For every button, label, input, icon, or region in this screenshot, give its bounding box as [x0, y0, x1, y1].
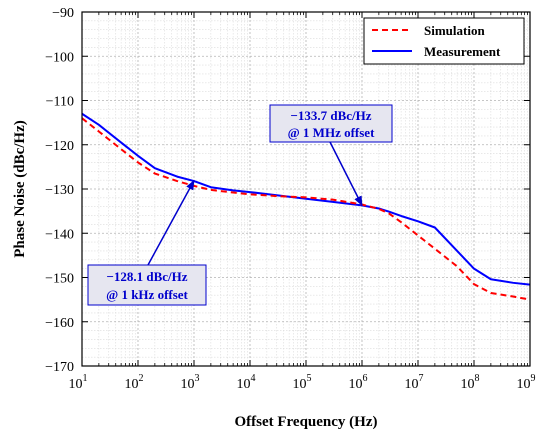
legend-label-simulation: Simulation [424, 23, 485, 38]
y-tick-label: −150 [45, 272, 74, 287]
x-tick-label: 105 [293, 373, 312, 392]
y-tick-label: −120 [45, 139, 74, 154]
x-tick-label: 107 [405, 373, 424, 392]
series-line-measurement [81, 112, 531, 286]
annotation-box-1khz [87, 264, 207, 306]
x-tick-label: 106 [349, 373, 368, 392]
annotation-arrow-1mhz [329, 141, 363, 207]
y-tick-label: −130 [45, 183, 74, 198]
annotation-1mhz: −133.7 dBc/Hz @ 1 MHz offset [269, 104, 393, 207]
legend-box [363, 17, 525, 65]
annotation-line2-1mhz: @ 1 MHz offset [288, 125, 375, 140]
y-tick-label: −160 [45, 316, 74, 331]
x-tick-label: 103 [181, 373, 200, 392]
series-layer [81, 112, 531, 301]
y-tick-label: −100 [45, 50, 74, 65]
y-tick-label: −110 [46, 95, 74, 110]
annotation-line2-1khz: @ 1 kHz offset [106, 287, 188, 302]
y-tick-labels: −90 −100 −110 −120 −130 −140 −150 −160 −170 [45, 6, 74, 375]
x-axis-label: Offset Frequency (Hz) [234, 414, 377, 430]
y-axis-label: Phase Noise (dBc/Hz) [12, 120, 28, 257]
legend: Simulation Measurement [363, 17, 525, 65]
legend-label-measurement: Measurement [424, 44, 501, 59]
annotation-line1-1mhz: −133.7 dBc/Hz [290, 108, 371, 123]
x-tick-label: 108 [461, 373, 480, 392]
y-tick-label: −170 [45, 360, 74, 375]
x-tick-label: 104 [237, 373, 256, 392]
annotation-1khz: −128.1 dBc/Hz @ 1 kHz offset [87, 179, 207, 306]
annotation-line1-1khz: −128.1 dBc/Hz [106, 269, 187, 284]
x-tick-label: 102 [125, 373, 144, 392]
x-tick-label: 109 [517, 373, 536, 392]
y-tick-label: −140 [45, 227, 74, 242]
y-tick-label: −90 [52, 6, 74, 21]
annotation-arrow-1khz [147, 179, 195, 266]
ticks-layer [81, 11, 531, 367]
annotation-box-1mhz [269, 104, 393, 143]
x-tick-label: 101 [69, 373, 88, 392]
x-tick-labels: 101 102 103 104 105 106 107 108 109 [69, 373, 536, 392]
series-line-simulation [81, 117, 531, 301]
